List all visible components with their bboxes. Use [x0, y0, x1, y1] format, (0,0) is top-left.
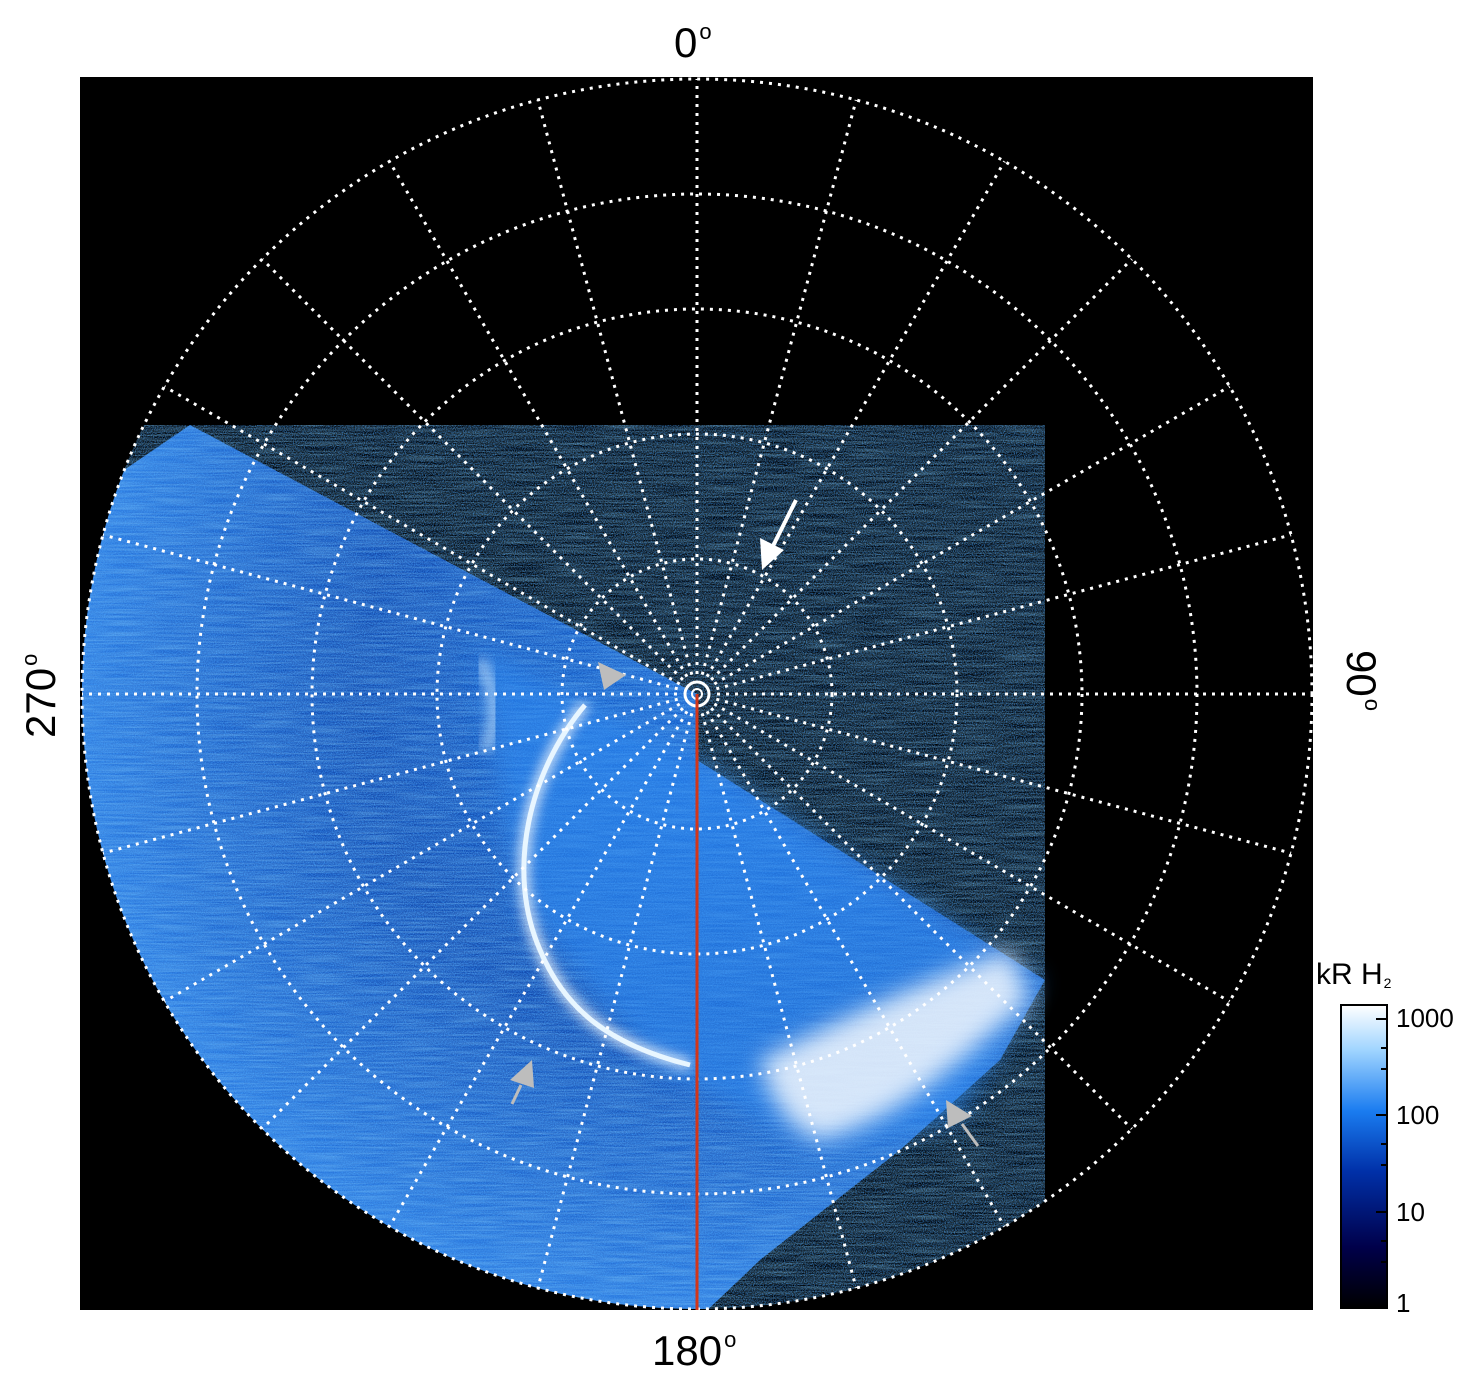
grid-spoke — [536, 99, 694, 676]
colorbar-tick-label: 1000 — [1396, 1003, 1454, 1033]
azimuth-label-0: 0o — [674, 19, 712, 66]
grid-spoke — [713, 702, 1231, 1003]
grid-spoke — [705, 710, 1006, 1228]
grid-circle — [435, 432, 959, 956]
grid-spoke — [700, 712, 858, 1289]
grid-spoke — [705, 160, 1006, 678]
grid-spoke — [388, 160, 689, 678]
grid-circle — [560, 557, 834, 831]
grid-spoke — [700, 99, 858, 676]
grid-spoke — [713, 385, 1231, 686]
colorbar-ticks — [1376, 1018, 1387, 1309]
colorbar-tick-label: 100 — [1396, 1100, 1440, 1130]
grid-spoke — [536, 712, 694, 1289]
arrow-gray-center-icon — [598, 662, 626, 690]
grid-spoke — [715, 697, 1292, 855]
arrow-white-icon — [760, 499, 798, 570]
grid-spoke — [102, 697, 679, 855]
grid-spoke — [710, 258, 1133, 681]
grid-spoke — [102, 533, 679, 691]
colorbar-title: kR H2 — [1316, 958, 1392, 991]
grid-spoke — [261, 258, 684, 681]
grid-spoke — [163, 385, 681, 686]
colorbar-tick-label: 1 — [1396, 1288, 1411, 1318]
grid-spoke — [261, 707, 684, 1130]
colorbar — [1340, 1004, 1388, 1309]
arrow-gray-lower-right-icon — [946, 1100, 980, 1147]
grid-spoke — [710, 707, 1133, 1130]
grid-spoke — [715, 533, 1292, 691]
azimuth-label-180: 180o — [652, 1327, 737, 1374]
grid-spoke — [163, 702, 681, 1003]
azimuth-label-270: 270o — [17, 653, 64, 738]
colorbar-tick-label: 10 — [1396, 1197, 1425, 1227]
azimuth-label-90: 90o — [1338, 650, 1385, 711]
arrow-gray-lower-left-icon — [510, 1060, 534, 1105]
grid-spoke — [388, 710, 689, 1228]
